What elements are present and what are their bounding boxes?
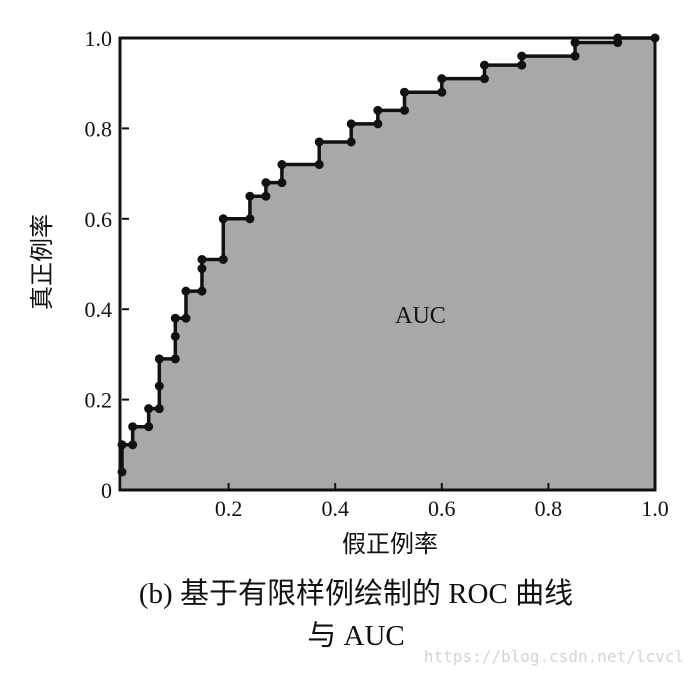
roc-point [373, 105, 383, 115]
roc-point [181, 313, 191, 323]
roc-point [197, 286, 207, 296]
roc-point [570, 38, 580, 48]
roc-point [245, 191, 255, 201]
roc-point [144, 422, 154, 432]
y-tick-label: 0.4 [85, 297, 113, 322]
roc-point [346, 137, 356, 147]
x-tick-label: 1.0 [641, 496, 669, 521]
roc-point [144, 404, 154, 414]
roc-point [128, 422, 138, 432]
y-tick-label: 0 [101, 478, 112, 503]
roc-point [261, 178, 271, 188]
roc-point [170, 331, 180, 341]
roc-point [314, 160, 324, 170]
roc-point [517, 60, 527, 70]
x-tick-label: 0.8 [535, 496, 563, 521]
roc-point [197, 254, 207, 264]
roc-point [517, 51, 527, 61]
y-tick-label: 0.6 [85, 207, 113, 232]
annotation: AUC [395, 303, 446, 329]
roc-point [613, 33, 623, 43]
roc-point [181, 286, 191, 296]
roc-point [437, 74, 447, 84]
x-tick-label: 0.2 [215, 496, 243, 521]
roc-point [170, 354, 180, 364]
watermark: https://blog.csdn.net/lcvcl [424, 647, 684, 666]
roc-point [245, 214, 255, 224]
roc-point [154, 381, 164, 391]
roc-point [154, 404, 164, 414]
y-axis-label: 真正例率 [29, 214, 56, 310]
roc-point [346, 119, 356, 129]
roc-point [479, 60, 489, 70]
roc-point [197, 264, 207, 274]
roc-point [277, 160, 287, 170]
roc-point [170, 313, 180, 323]
roc-point [650, 33, 660, 43]
roc-point [117, 440, 127, 450]
roc-point [218, 214, 228, 224]
roc-point [570, 51, 580, 61]
roc-point [479, 74, 489, 84]
chart-title: 与 AUC [307, 620, 404, 652]
roc-point [314, 137, 324, 147]
roc-point [399, 105, 409, 115]
y-tick-label: 0.2 [85, 388, 113, 413]
auc-area [122, 38, 655, 490]
y-tick-label: 1.0 [85, 26, 113, 51]
roc-point [373, 119, 383, 129]
x-tick-label: 0.4 [321, 496, 349, 521]
roc-point [277, 178, 287, 188]
roc-point [128, 440, 138, 450]
roc-point [399, 87, 409, 97]
x-axis-label: 假正例率 [342, 531, 438, 558]
plot-frame [118, 36, 657, 492]
roc-point [117, 467, 127, 477]
y-tick-label: 0.8 [85, 116, 113, 141]
roc-point [437, 87, 447, 97]
chart-title: (b) 基于有限样例绘制的 ROC 曲线 [139, 577, 573, 610]
roc-point [154, 354, 164, 364]
x-tick-label: 0.6 [428, 496, 456, 521]
roc-point [218, 254, 228, 264]
roc-point [261, 191, 271, 201]
